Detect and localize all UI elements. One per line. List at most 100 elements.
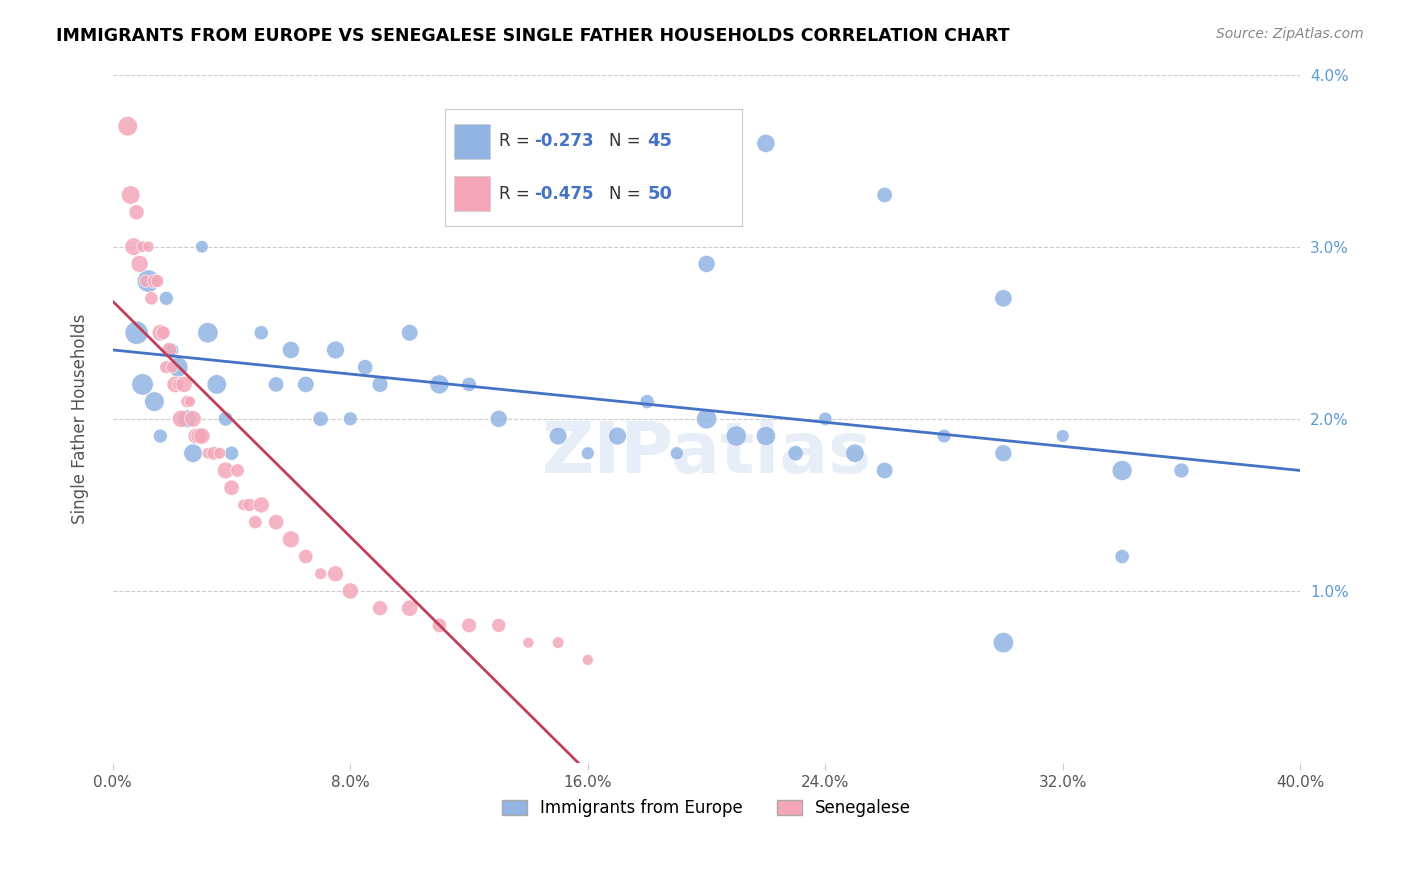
Point [725,429,748,443]
Point [221,446,243,460]
Point [606,429,628,443]
Point [208,446,231,460]
Point [339,584,361,599]
Point [232,498,254,512]
Point [138,240,160,254]
Point [226,463,249,477]
Point [250,326,273,340]
Point [184,429,207,443]
Point [488,412,510,426]
Text: IMMIGRANTS FROM EUROPE VS SENEGALESE SINGLE FATHER HOUSEHOLDS CORRELATION CHART: IMMIGRANTS FROM EUROPE VS SENEGALESE SIN… [56,27,1010,45]
Point [368,601,391,615]
Point [309,566,332,581]
Point [179,394,201,409]
Point [120,188,142,202]
Point [176,394,198,409]
Point [131,377,153,392]
Point [398,601,420,615]
Point [250,498,273,512]
Point [309,412,332,426]
Point [993,291,1015,305]
Point [149,326,172,340]
Point [458,618,481,632]
Point [167,360,190,375]
Point [165,377,187,392]
Point [1170,463,1192,477]
Text: ZIPatlas: ZIPatlas [541,418,872,488]
Point [191,240,214,254]
Point [696,257,718,271]
Point [170,412,193,426]
Point [294,549,316,564]
Point [155,291,177,305]
Point [488,618,510,632]
Point [181,412,204,426]
Point [873,463,896,477]
Point [1111,463,1133,477]
Point [458,377,481,392]
Point [125,205,148,219]
Point [143,274,166,288]
Point [117,119,139,133]
Point [785,446,807,460]
Point [547,429,569,443]
Point [993,446,1015,460]
Y-axis label: Single Father Households: Single Father Households [72,314,89,524]
Point [197,326,219,340]
Point [176,412,198,426]
Point [214,412,236,426]
Text: Source: ZipAtlas.com: Source: ZipAtlas.com [1216,27,1364,41]
Point [547,635,569,649]
Point [576,446,599,460]
Point [152,326,174,340]
Point [197,446,219,460]
Point [238,498,260,512]
Point [205,377,228,392]
Point [844,446,866,460]
Point [368,377,391,392]
Point [932,429,955,443]
Point [149,429,172,443]
Point [755,429,778,443]
Point [264,377,287,392]
Point [325,343,347,357]
Point [696,412,718,426]
Point [814,412,837,426]
Point [636,394,658,409]
Point [398,326,420,340]
Point [122,240,145,254]
Point [221,481,243,495]
Point [143,394,166,409]
Point [1111,549,1133,564]
Point [138,274,160,288]
Point [517,635,540,649]
Point [429,377,451,392]
Point [167,377,190,392]
Point [187,429,209,443]
Point [131,240,153,254]
Point [993,635,1015,649]
Legend: Immigrants from Europe, Senegalese: Immigrants from Europe, Senegalese [495,792,918,823]
Point [245,515,267,529]
Point [294,377,316,392]
Point [125,326,148,340]
Point [354,360,377,375]
Point [214,463,236,477]
Point [665,446,688,460]
Point [141,291,163,305]
Point [1052,429,1074,443]
Point [191,429,214,443]
Point [128,257,150,271]
Point [202,446,225,460]
Point [280,533,302,547]
Point [576,653,599,667]
Point [160,360,183,375]
Point [280,343,302,357]
Point [173,377,195,392]
Point [181,446,204,460]
Point [429,618,451,632]
Point [755,136,778,151]
Point [134,274,156,288]
Point [146,274,169,288]
Point [873,188,896,202]
